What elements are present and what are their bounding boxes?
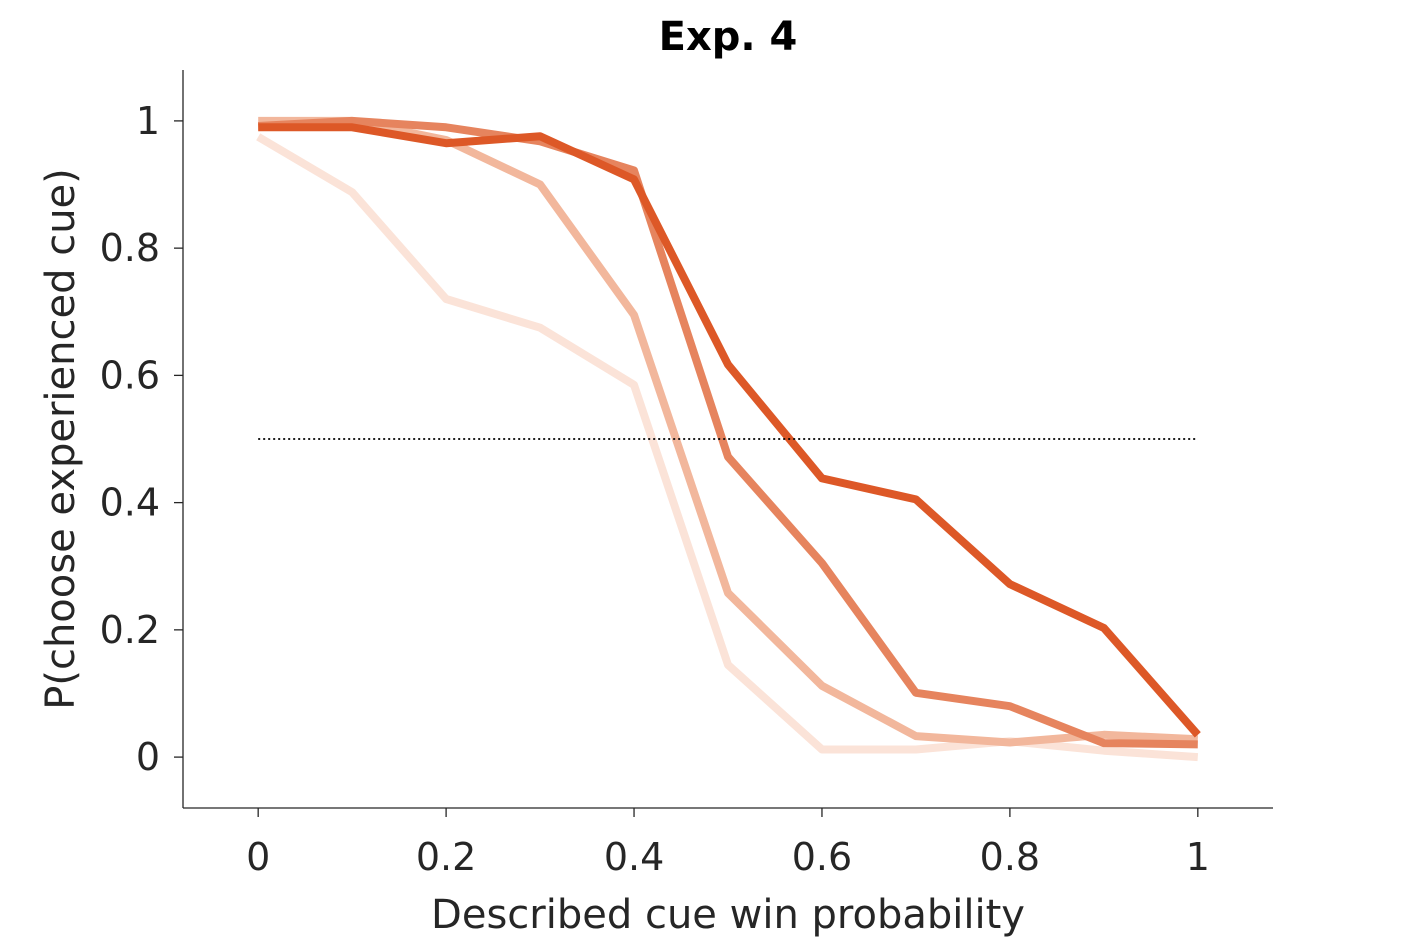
series-lines xyxy=(256,116,1201,762)
y-axis-label: P(choose experienced cue) xyxy=(38,168,84,710)
y-tick-label: 0.8 xyxy=(100,226,160,270)
y-tick-label: 0.4 xyxy=(100,481,160,525)
x-tick-label: 0.6 xyxy=(792,835,852,879)
x-ticks: 0 0.2 0.4 0.6 0.8 1 xyxy=(246,808,1210,879)
y-ticks: 0 0.2 0.4 0.6 0.8 1 xyxy=(100,99,183,779)
x-tick-label: 0.2 xyxy=(416,835,476,879)
series-line xyxy=(258,116,1198,747)
y-tick-label: 0 xyxy=(136,735,160,779)
series-line xyxy=(256,133,1199,762)
x-axis-label: Described cue win probability xyxy=(431,892,1025,938)
series-line xyxy=(257,116,1198,749)
y-tick-label: 1 xyxy=(136,99,160,143)
x-tick-label: 1 xyxy=(1186,835,1210,879)
y-tick-label: 0.2 xyxy=(100,608,160,652)
y-tick-label: 0.6 xyxy=(100,353,160,397)
x-tick-label: 0 xyxy=(246,835,270,879)
series-line xyxy=(258,123,1201,738)
chart-title: Exp. 4 xyxy=(659,14,798,60)
x-tick-label: 0.4 xyxy=(604,835,664,879)
axes xyxy=(182,70,1273,809)
x-tick-label: 0.8 xyxy=(980,835,1040,879)
